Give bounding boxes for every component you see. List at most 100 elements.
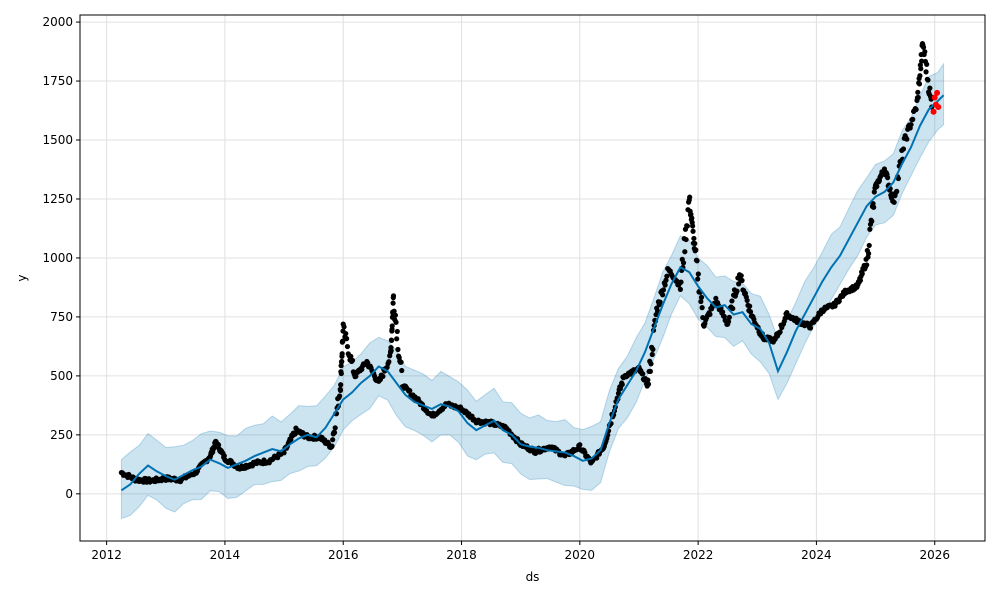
observed-point: [683, 236, 689, 243]
observed-point: [918, 66, 924, 72]
observed-point: [663, 277, 669, 283]
observed-point: [338, 370, 344, 377]
observed-point: [747, 303, 753, 309]
observed-point: [729, 298, 735, 304]
y-tick-label: 1500: [42, 133, 73, 147]
observed-point: [388, 337, 395, 343]
x-tick-label: 2014: [210, 548, 241, 562]
observed-point: [395, 346, 401, 353]
observed-point: [348, 353, 354, 359]
observed-point: [689, 215, 695, 221]
y-axis-label: y: [15, 274, 29, 281]
future-points: [930, 89, 942, 115]
observed-point: [331, 429, 338, 436]
observed-point: [916, 81, 923, 87]
observed-point: [859, 271, 865, 277]
observed-point: [698, 298, 704, 305]
observed-point: [692, 240, 698, 247]
observed-point: [394, 336, 400, 342]
observed-point: [915, 89, 921, 95]
observed-point: [867, 226, 873, 232]
observed-point: [684, 223, 690, 229]
x-tick-label: 2012: [91, 548, 122, 562]
y-tick-label: 1250: [42, 192, 73, 206]
observed-point: [389, 323, 395, 329]
observed-point: [407, 388, 413, 394]
observed-point: [707, 311, 713, 317]
observed-point: [857, 277, 863, 284]
observed-point: [874, 183, 880, 190]
observed-point: [664, 273, 670, 279]
observed-point: [927, 85, 933, 91]
observed-point: [678, 279, 684, 285]
x-axis-label: ds: [526, 570, 540, 584]
y-tick-label: 2000: [42, 15, 73, 29]
observed-point: [337, 387, 344, 393]
observed-point: [744, 297, 750, 303]
observed-point: [925, 77, 931, 83]
x-tick-label: 2026: [919, 548, 950, 562]
observed-point: [330, 437, 336, 443]
future-point: [935, 103, 942, 110]
observed-point: [866, 242, 872, 249]
observed-point: [871, 204, 877, 210]
observed-point: [908, 121, 914, 128]
observed-point: [391, 308, 397, 314]
y-tick-label: 750: [50, 310, 73, 324]
observed-point: [695, 271, 701, 277]
observed-point: [739, 277, 745, 284]
observed-point: [904, 136, 910, 142]
observed-point: [399, 367, 405, 374]
observed-point: [923, 69, 929, 75]
observed-point: [329, 443, 335, 449]
observed-point: [341, 324, 347, 330]
observed-point: [594, 455, 600, 461]
observed-point: [691, 235, 697, 242]
observed-point: [919, 58, 925, 64]
observed-point: [690, 223, 696, 229]
plot-frame: [79, 14, 986, 542]
observed-point: [338, 382, 344, 388]
observed-point: [215, 442, 222, 448]
observed-point: [726, 314, 732, 320]
observed-point: [390, 300, 396, 306]
observed-point: [922, 49, 928, 55]
observed-point: [394, 328, 400, 335]
observed-point: [393, 319, 399, 325]
x-axis-ticks: 2012 2014 2016 2018 2020 2022 2024 2026: [91, 541, 950, 562]
observed-point: [343, 330, 349, 337]
observed-point: [577, 442, 583, 448]
observed-point: [660, 292, 666, 298]
future-point: [930, 108, 937, 115]
observed-point: [747, 309, 754, 315]
observed-point: [645, 381, 652, 387]
observed-point: [660, 287, 667, 293]
observed-point: [353, 373, 359, 379]
observed-point: [694, 258, 700, 264]
observed-point: [736, 281, 742, 287]
x-tick-label: 2024: [801, 548, 832, 562]
observed-point: [866, 250, 872, 257]
y-tick-label: 0: [65, 487, 73, 501]
observed-point: [388, 348, 394, 354]
observed-point: [690, 228, 696, 234]
observed-point: [699, 305, 705, 311]
observed-point: [682, 249, 688, 255]
observed-point: [648, 361, 654, 367]
observed-point: [343, 336, 350, 342]
observed-point: [344, 343, 351, 350]
observed-point: [349, 357, 356, 363]
observed-point: [390, 293, 397, 299]
observed-point: [894, 188, 900, 194]
observed-point: [871, 189, 877, 195]
observed-point: [339, 358, 345, 365]
y-tick-label: 1000: [42, 251, 73, 265]
observed-point: [645, 377, 651, 383]
x-tick-label: 2022: [683, 548, 714, 562]
observed-point: [693, 247, 699, 253]
observed-point: [891, 199, 897, 205]
observed-point: [662, 282, 668, 288]
observed-point: [924, 61, 930, 67]
observed-point: [687, 194, 693, 200]
observed-point: [338, 363, 344, 369]
